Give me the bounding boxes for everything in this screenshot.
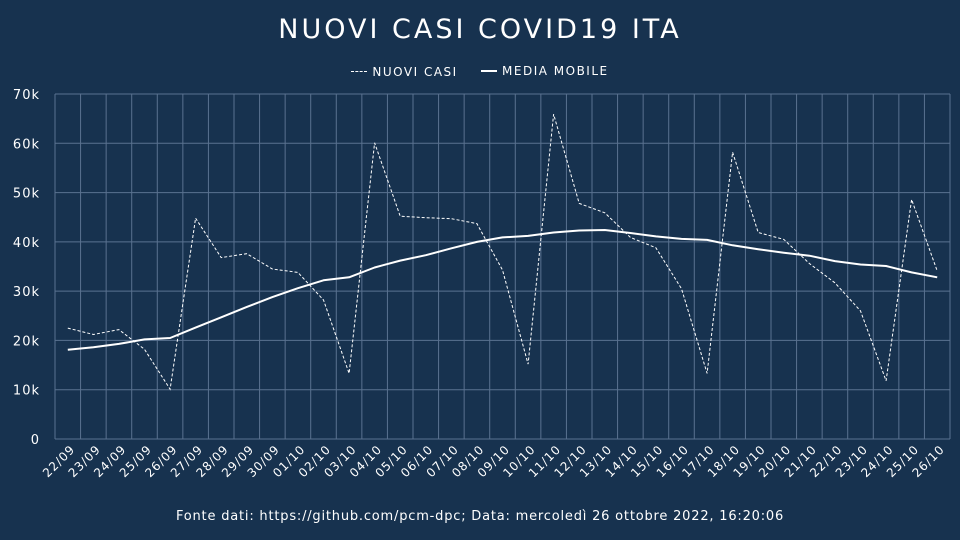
y-tick-label: 30k [13, 285, 40, 300]
legend-swatch-dashed [351, 71, 368, 72]
legend-entry-media-mobile: MEDIA MOBILE [481, 64, 609, 78]
series-line-media-mobile [67, 229, 938, 351]
chart-title: NUOVI CASI COVID19 ITA [278, 14, 682, 45]
legend-label-nuovi-casi: NUOVI CASI [372, 64, 458, 79]
legend: NUOVI CASI MEDIA MOBILE [0, 61, 960, 79]
y-tick-label: 0 [31, 433, 40, 448]
series-layer [67, 114, 938, 391]
y-tick-label: 40k [13, 236, 40, 251]
series-line-nuovi-casi [67, 114, 938, 391]
footer-source: Fonte dati: https://github.com/pcm-dpc; … [175, 509, 785, 524]
y-tick-label: 60k [13, 137, 40, 152]
y-axis-ticks: 0 10k 20k 30k 40k 50k 60k 70k [13, 88, 40, 448]
y-tick-label: 70k [13, 88, 40, 103]
grid-layer [54, 93, 951, 440]
x-axis-ticks: 22/0923/0924/0925/0926/0927/0928/0929/09… [40, 442, 947, 480]
y-tick-label: 20k [13, 334, 40, 349]
y-tick-label: 10k [13, 384, 40, 399]
legend-label-media-mobile: MEDIA MOBILE [502, 64, 609, 78]
legend-entry-nuovi-casi: NUOVI CASI [351, 65, 457, 79]
y-tick-label: 50k [13, 187, 40, 202]
legend-swatch-solid [481, 70, 498, 72]
